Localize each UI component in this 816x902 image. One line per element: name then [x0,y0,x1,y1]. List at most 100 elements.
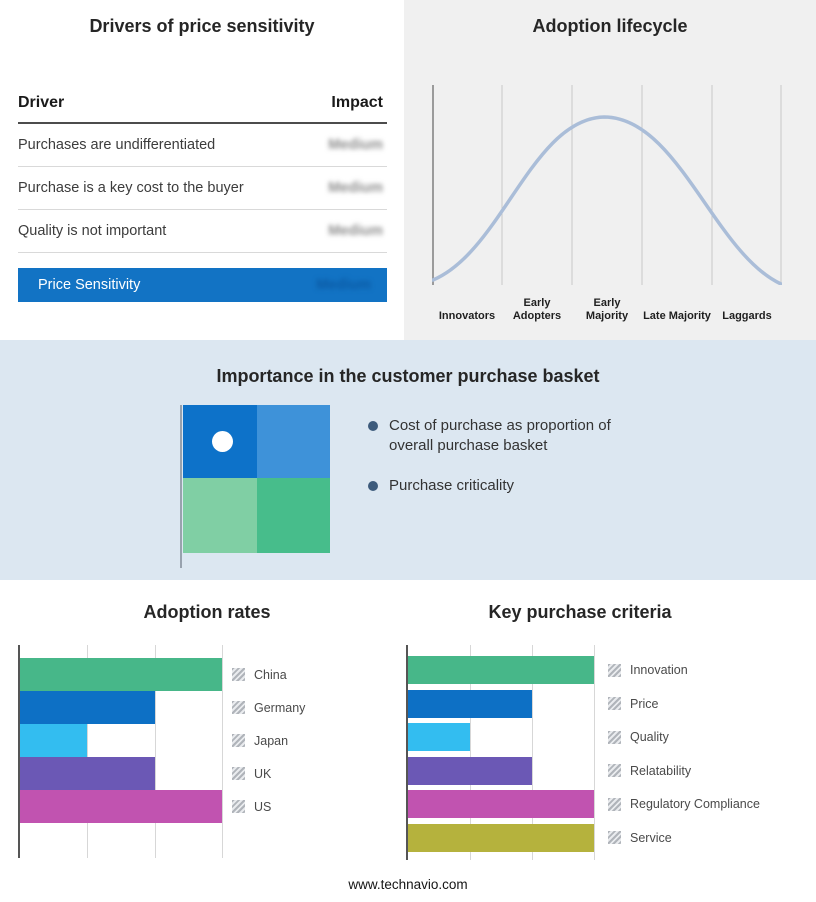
gridline [470,645,471,860]
lifecycle-stage-label: Laggards [722,310,772,323]
hatched-swatch-icon [608,764,621,777]
hatched-swatch-icon [608,663,621,677]
lifecycle-stage-label: Innovators [438,310,496,323]
bullet-text: Purchase criticality [389,477,515,494]
hatched-swatch-icon [232,734,245,747]
lifecycle-stage-label: Early Adopters [512,296,562,323]
adoption-rates-title: Adoption rates [143,602,271,622]
hatched-swatch-icon [608,730,621,744]
bell-curve-chart [431,85,783,286]
legend-label: Germany [254,700,306,715]
legend-item: UK [232,757,271,790]
bullet-icon [368,421,378,431]
hatched-swatch-icon [608,831,621,844]
hatched-swatch-icon [232,767,245,780]
hatched-swatch-icon [232,668,245,681]
impact-value: Medium [328,137,383,153]
legend-label: UK [254,766,272,781]
gridline [594,645,595,860]
gridline [532,645,533,860]
bullet-item: Cost of purchase as proportion of overal… [368,416,644,455]
impact-value: Medium [328,223,383,239]
purchase-basket-section: Importance in the customer purchase bask… [0,340,816,580]
bar-innovation [408,656,594,684]
legend-label: Relatability [630,763,692,778]
bar-service [408,823,594,852]
gridline [222,645,223,858]
bottom-charts-section: Adoption rates China Germany Japan UK US Key… [0,580,816,902]
adoption-lifecycle-title: Adoption lifecycle [532,16,688,36]
legend-item: Regulatory Compliance [608,790,760,818]
bar-japan [20,724,88,757]
hatched-swatch-icon [232,701,245,714]
adoption-rates-legend: China Germany Japan UK US [232,645,382,858]
driver-row: Purchases are undifferentiated Medium [18,124,387,167]
driver-row: Quality is not important Medium [18,210,387,253]
hatched-swatch-icon [608,797,621,811]
quadrant-graphic [183,405,330,553]
price-sensitivity-impact: Medium [316,277,371,293]
price-sensitivity-section: Drivers of price sensitivity Driver Impa… [0,0,404,340]
lifecycle-stage-label: Early Majority [585,296,629,323]
legend-item: US [232,790,271,823]
legend-item: China [232,658,287,691]
adoption-lifecycle-section: Adoption lifecycle Innovators Early Adopt… [404,0,816,340]
col-impact: Impact [331,94,383,111]
key-purchase-criteria-legend: Innovation Price Quality Relatability Regula… [608,645,798,860]
price-sensitivity-label: Price Sensitivity [38,277,141,293]
bar-regulatory-compliance [408,790,594,818]
impact-value: Medium [328,180,383,196]
col-driver: Driver [18,94,65,111]
price-sensitivity-title: Drivers of price sensitivity [89,16,315,36]
bar-price [408,689,532,718]
hatched-swatch-icon [608,697,621,710]
lifecycle-stage-label: Late Majority [643,310,711,323]
drivers-table-header: Driver Impact [18,88,387,124]
legend-item: Germany [232,691,305,724]
legend-label: Quality [630,730,669,744]
driver-label: Purchase is a key cost to the buyer [18,180,244,196]
legend-item: Price [608,690,658,718]
legend-item: Service [608,824,672,852]
position-marker-dot [212,431,233,452]
quadrant-axis-line [180,405,182,568]
drivers-table-body: Purchases are undifferentiated Medium Purc… [18,124,387,253]
legend-item: Relatability [608,757,691,785]
quadrant-cell-top-right [257,405,330,478]
legend-label: Service [630,830,672,845]
quadrant-cell-top-left [183,405,257,478]
basket-bullets: Cost of purchase as proportion of overal… [368,416,644,517]
bar-uk [20,757,155,790]
quadrant-cell-bottom-left [183,478,257,553]
quadrant-cell-bottom-right [257,478,330,553]
bar-us [20,790,222,823]
purchase-basket-title: Importance in the customer purchase bask… [216,366,600,386]
driver-label: Purchases are undifferentiated [18,137,216,153]
adoption-rates-plot [18,645,223,858]
legend-label: China [254,667,287,682]
bullet-item: Purchase criticality [368,476,644,496]
price-sensitivity-bar: Price Sensitivity Medium [18,268,387,302]
key-purchase-criteria-title: Key purchase criteria [488,602,672,622]
gridline [154,645,156,858]
drivers-table: Driver Impact Purchases are undifferenti… [18,88,387,302]
legend-item: Innovation [608,656,688,684]
legend-label: US [254,799,272,814]
bar-relatability [408,756,532,785]
bullet-icon [368,481,378,491]
driver-label: Quality is not important [18,223,167,239]
legend-item: Japan [232,724,288,757]
legend-label: Japan [254,733,289,748]
legend-item: Quality [608,723,669,751]
key-purchase-criteria-plot [406,645,595,860]
legend-label: Regulatory Compliance [630,797,760,811]
bar-china [20,658,222,691]
bar-germany [20,691,155,724]
website-url: www.technavio.com [348,877,468,892]
lifecycle-stage-labels: Innovators Early Adopters Early Majority La… [432,292,782,324]
lifecycle-chart: Innovators Early Adopters Early Majority La… [431,85,783,324]
bell-curve [431,115,783,286]
bar-quality [408,723,470,751]
bullet-text: Cost of purchase as proportion of overal… [389,417,611,454]
